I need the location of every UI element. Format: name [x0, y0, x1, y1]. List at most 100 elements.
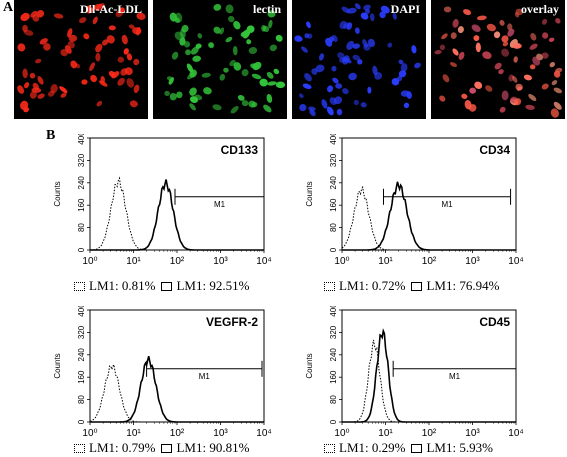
cell-blob [515, 8, 524, 16]
cell-blob [442, 74, 450, 83]
cell-blob [512, 75, 518, 83]
cell-blob [541, 83, 549, 90]
cell-blob [37, 76, 44, 85]
cell-blob [367, 86, 372, 94]
cell-blob [59, 86, 68, 94]
cell-blob [168, 77, 174, 85]
cell-blob [246, 39, 252, 45]
cell-blob [513, 56, 518, 63]
cell-blob [391, 77, 400, 86]
cell-blob [342, 88, 349, 95]
cell-field [434, 6, 563, 118]
marker-swatch [161, 281, 173, 291]
cell-blob [115, 9, 124, 18]
cell-blob [128, 24, 135, 29]
cell-blob [494, 62, 502, 70]
cell-blob [379, 11, 386, 19]
marker-swatch [411, 281, 423, 291]
cell-blob [190, 46, 199, 55]
cell-blob [225, 4, 234, 14]
cell-blob [67, 28, 73, 38]
x-tick-label: 10¹ [378, 428, 393, 439]
cell-blob [179, 37, 186, 46]
cell-blob [360, 12, 369, 20]
cell-blob [241, 69, 249, 77]
cell-blob [339, 20, 347, 29]
isotype-swatch [74, 443, 85, 453]
y-tick-label: 240 [77, 176, 86, 190]
cell-blob [336, 108, 343, 116]
legend-vegfr2: LM1: 0.79% LM1: 90.81% [74, 440, 249, 456]
x-tick-label: 10² [170, 428, 185, 439]
cell-blob [240, 30, 251, 37]
y-tick-label: 400 [329, 306, 338, 317]
cell-blob [237, 94, 245, 101]
micrograph-label: Dil-Ac-LDL [80, 2, 142, 16]
cell-blob [498, 69, 504, 75]
cell-blob [212, 104, 222, 111]
cell-blob [304, 72, 312, 82]
micrograph-label: lectin [253, 2, 281, 16]
cell-blob [512, 43, 521, 49]
cell-blob [266, 93, 273, 103]
y-axis-label: Counts [53, 181, 62, 206]
cell-blob [501, 35, 509, 43]
cell-blob [414, 62, 421, 69]
cell-blob [476, 15, 487, 21]
cell-blob [457, 26, 464, 34]
cell-blob [17, 85, 25, 94]
y-tick-label: 80 [77, 395, 86, 404]
cell-blob [79, 17, 87, 24]
cell-blob [400, 63, 408, 72]
histogram-title: CD133 [221, 143, 259, 157]
cell-blob [357, 59, 363, 65]
cell-blob [171, 51, 179, 60]
cell-blob [502, 41, 509, 47]
panel-b-letter: B [46, 128, 56, 143]
cell-blob [507, 23, 513, 31]
x-tick-label: 10⁰ [334, 256, 349, 267]
cell-blob [248, 100, 256, 108]
cell-blob [551, 80, 558, 86]
y-axis-label: Counts [53, 353, 62, 378]
cell-blob [493, 31, 501, 39]
y-tick-label: 0 [77, 247, 86, 252]
cell-blob [207, 42, 214, 48]
cell-blob [83, 33, 90, 40]
cell-blob [201, 72, 211, 78]
legend-cd133: LM1: 0.81% LM1: 92.51% [74, 278, 249, 294]
histogram-svg: Counts 0 80 160 240 320 400 10⁰ 10¹ 10² 10³ 10⁴ CD45… [305, 303, 524, 439]
cell-blob [35, 58, 42, 64]
cell-blob [36, 10, 45, 18]
cell-blob [233, 20, 241, 30]
cell-blob [474, 81, 483, 89]
cell-blob [352, 54, 361, 61]
cell-blob [346, 22, 353, 30]
cell-blob [515, 83, 523, 91]
y-tick-label: 160 [77, 370, 86, 384]
y-tick-label: 320 [77, 153, 86, 167]
cell-blob [169, 92, 177, 101]
cell-blob [213, 3, 222, 11]
micrograph-label: DAPI [390, 2, 420, 16]
cell-blob [32, 14, 40, 22]
cell-blob [302, 83, 312, 89]
legend-cd34: LM1: 0.72% LM1: 76.94% [324, 278, 499, 294]
cell-blob [20, 100, 29, 110]
cell-blob [331, 65, 337, 72]
marker-percent: LM1: 5.93% [426, 440, 493, 455]
cell-blob [507, 28, 515, 37]
histogram-title: CD34 [479, 143, 510, 157]
cell-blob [326, 106, 334, 116]
cell-blob [441, 33, 448, 40]
cell-blob [96, 3, 105, 11]
histogram-isotype-curve [89, 176, 264, 251]
cell-blob [225, 36, 233, 43]
histogram-marker-curve [342, 181, 516, 251]
cell-blob [501, 48, 510, 57]
cell-blob [499, 106, 506, 113]
cell-blob [541, 52, 549, 59]
cell-blob [108, 70, 116, 78]
cell-blob [299, 104, 307, 112]
cell-blob [542, 32, 549, 39]
